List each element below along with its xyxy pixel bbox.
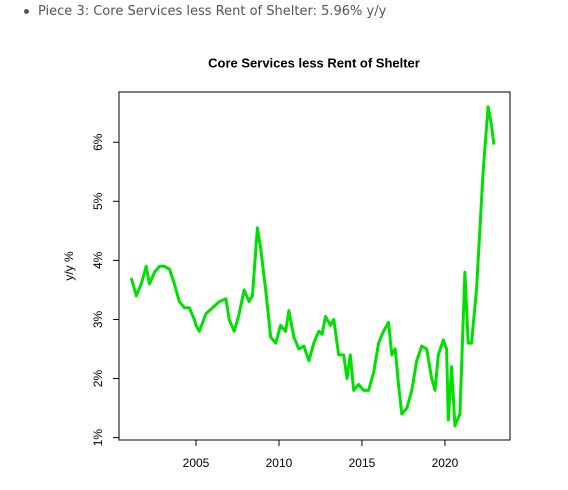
y-tick-label: 5% (91, 192, 105, 210)
y-tick-label: 6% (91, 133, 105, 151)
x-tick-label: 2020 (432, 456, 459, 470)
x-tick-label: 2005 (183, 456, 210, 470)
x-tick-label: 2010 (266, 456, 293, 470)
line (129, 105, 496, 428)
y-axis-label: y/y % (62, 251, 76, 281)
bullet-note: Piece 3: Core Services less Rent of Shel… (24, 4, 386, 19)
y-tick-label: 3% (91, 310, 105, 328)
y-tick-label: 1% (91, 429, 105, 447)
bullet (24, 9, 29, 14)
x-tick-label: 2015 (349, 456, 376, 470)
y-tick-label: 2% (91, 370, 105, 388)
y-tick-label: 4% (91, 251, 105, 269)
plot-box (118, 91, 511, 441)
note-text: Piece 3: Core Services less Rent of Shel… (38, 4, 387, 19)
chart-title: Core Services less Rent of Shelter (208, 55, 420, 70)
